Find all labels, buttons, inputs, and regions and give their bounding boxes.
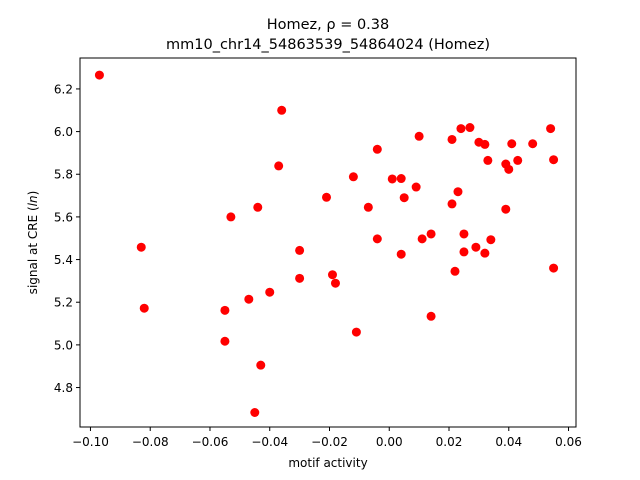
data-point <box>330 278 340 288</box>
data-point <box>351 327 361 337</box>
x-tick-label: 0.06 <box>555 435 582 449</box>
data-point <box>226 212 236 222</box>
data-point <box>507 139 517 149</box>
data-point <box>220 336 230 346</box>
data-point <box>450 266 460 276</box>
y-tick-label: 6.0 <box>54 125 73 139</box>
y-axis-label-suffix: ) <box>26 191 40 196</box>
data-point <box>504 164 514 174</box>
data-point <box>399 193 409 203</box>
data-point <box>396 249 406 259</box>
data-point <box>465 123 475 133</box>
y-tick-label: 5.0 <box>54 338 73 352</box>
y-tick-label: 6.2 <box>54 82 73 96</box>
data-point <box>411 182 421 192</box>
data-point <box>480 139 490 149</box>
chart-title-line1: Homez, ρ = 0.38 <box>267 17 390 33</box>
data-point <box>414 131 424 141</box>
y-tick-label: 5.8 <box>54 168 73 182</box>
data-point <box>327 270 337 280</box>
data-point <box>372 234 382 244</box>
data-point <box>253 202 263 212</box>
data-point <box>459 229 469 239</box>
y-tick-label: 5.4 <box>54 253 73 267</box>
data-point <box>483 155 493 165</box>
x-tick-label: −0.04 <box>251 435 288 449</box>
y-axis-label: signal at CRE (ln) <box>26 191 40 295</box>
data-point <box>274 161 284 171</box>
data-point <box>513 155 523 165</box>
data-point <box>528 139 538 149</box>
data-point <box>486 235 496 245</box>
data-point <box>348 172 358 182</box>
data-point <box>480 248 490 258</box>
data-point <box>265 287 275 297</box>
data-point <box>549 263 559 273</box>
data-point <box>456 124 466 134</box>
data-point <box>244 294 254 304</box>
x-tick-label: −0.10 <box>72 435 109 449</box>
x-axis-label: motif activity <box>288 456 367 470</box>
y-axis-label-prefix: signal at CRE ( <box>26 206 40 294</box>
y-axis-label-italic: ln <box>26 195 40 206</box>
data-point <box>426 229 436 239</box>
y-tick-label: 4.8 <box>54 381 73 395</box>
x-tick-label: 0.02 <box>436 435 463 449</box>
data-point <box>277 105 287 115</box>
y-tick-label: 5.6 <box>54 210 73 224</box>
data-point <box>139 303 149 313</box>
data-point <box>94 70 104 80</box>
data-point <box>363 202 373 212</box>
data-point <box>136 242 146 252</box>
chart-title-line2: mm10_chr14_54863539_54864024 (Homez) <box>166 37 490 53</box>
x-tick-label: −0.08 <box>132 435 169 449</box>
y-axis-ticks: 4.8 5.0 5.2 5.4 5.6 5.8 6.0 6.2 <box>54 82 80 395</box>
data-point <box>459 247 469 257</box>
x-axis-ticks: −0.10 −0.08 −0.06 −0.04 −0.02 0.00 0.02 0.04 0.0… <box>72 427 582 449</box>
data-point <box>549 155 559 165</box>
data-point <box>250 407 260 417</box>
x-tick-label: 0.04 <box>495 435 522 449</box>
data-point <box>471 242 481 252</box>
data-point <box>453 187 463 197</box>
data-point <box>372 144 382 154</box>
y-tick-label: 5.2 <box>54 296 73 310</box>
plot-frame <box>79 57 577 428</box>
data-point <box>426 311 436 321</box>
data-point <box>417 234 427 244</box>
x-tick-label: −0.02 <box>311 435 348 449</box>
data-point <box>447 134 457 144</box>
x-tick-label: −0.06 <box>192 435 229 449</box>
data-points <box>94 70 559 417</box>
x-tick-label: 0.00 <box>376 435 403 449</box>
data-point <box>295 245 305 255</box>
data-point <box>447 199 457 209</box>
data-point <box>396 174 406 184</box>
data-point <box>220 305 230 315</box>
data-point <box>322 192 332 202</box>
data-point <box>501 204 511 214</box>
data-point <box>387 174 397 184</box>
data-point <box>546 124 556 134</box>
data-point <box>256 360 266 370</box>
data-point <box>295 273 305 283</box>
